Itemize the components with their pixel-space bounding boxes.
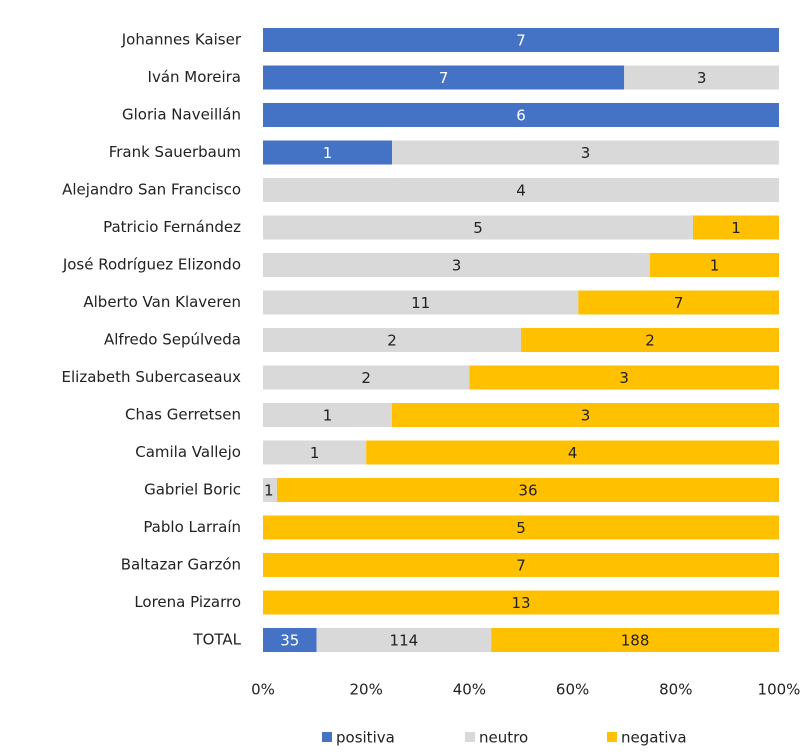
data-label: 3 [619, 369, 629, 387]
legend-label: positiva [336, 729, 395, 747]
x-tick-label: 0% [251, 681, 275, 699]
bar-segment [521, 328, 779, 352]
bar-segment [263, 253, 650, 277]
bar-segment [263, 290, 579, 315]
category-label: José Rodríguez Elizondo [62, 256, 241, 274]
category-label: Patricio Fernández [103, 218, 241, 236]
data-label: 1 [710, 257, 720, 275]
data-label: 2 [361, 369, 371, 387]
data-label: 5 [516, 519, 526, 537]
x-tick-label: 80% [659, 681, 692, 699]
data-label: 13 [511, 594, 530, 612]
x-tick-label: 20% [350, 681, 383, 699]
category-label: Alejandro San Francisco [62, 181, 241, 199]
category-label: Johannes Kaiser [121, 31, 242, 49]
data-label: 3 [581, 144, 591, 162]
data-label: 114 [390, 632, 419, 650]
category-label: Lorena Pizarro [134, 593, 241, 611]
bar-segment [392, 403, 779, 427]
data-label: 2 [645, 332, 655, 350]
data-label: 2 [387, 332, 397, 350]
data-label: 36 [518, 482, 537, 500]
data-label: 35 [280, 632, 299, 650]
legend-swatch [322, 732, 332, 742]
category-label: Elizabeth Subercaseaux [62, 368, 242, 386]
data-label: 188 [621, 632, 650, 650]
data-label: 6 [516, 107, 526, 125]
bar-segment [263, 65, 625, 90]
category-label: Alberto Van Klaveren [83, 293, 241, 311]
legend-label: negativa [621, 729, 687, 747]
data-label: 7 [439, 69, 449, 87]
legend-label: neutro [479, 729, 528, 747]
data-label: 7 [674, 294, 684, 312]
x-tick-label: 100% [758, 681, 801, 699]
data-label: 3 [581, 407, 591, 425]
data-label: 1 [323, 144, 333, 162]
bar-segment [491, 628, 779, 652]
category-label: Camila Vallejo [135, 443, 241, 461]
category-label: TOTAL [192, 631, 241, 649]
category-label: Gabriel Boric [144, 481, 241, 499]
data-label: 1 [323, 407, 333, 425]
bar-segment [263, 365, 470, 390]
category-label: Baltazar Garzón [121, 556, 241, 574]
data-label: 4 [516, 182, 526, 200]
bar-segment [263, 215, 693, 240]
bar-segment [276, 478, 779, 502]
data-label: 1 [731, 219, 741, 237]
data-label: 3 [452, 257, 462, 275]
data-label: 7 [516, 557, 526, 575]
bar-segment [263, 328, 521, 352]
category-label: Alfredo Sepúlveda [104, 331, 241, 349]
bar-segment [650, 253, 779, 277]
legend-swatch [465, 732, 475, 742]
bar-segment [392, 140, 779, 165]
category-label: Pablo Larraín [143, 518, 241, 536]
data-label: 3 [697, 69, 707, 87]
bar-segment [316, 628, 492, 652]
bar-segment [263, 628, 317, 652]
bar-segment [624, 65, 779, 90]
category-label: Gloria Naveillán [122, 106, 241, 124]
category-label: Frank Sauerbaum [109, 143, 241, 161]
bar-segment [263, 28, 779, 52]
bar-segment [578, 290, 779, 315]
bar-segment [366, 440, 779, 465]
category-label: Chas Gerretsen [125, 406, 241, 424]
data-label: 1 [264, 482, 274, 500]
x-tick-label: 40% [453, 681, 486, 699]
bar-segment [263, 553, 779, 577]
data-label: 4 [568, 444, 578, 462]
bar-segment [263, 403, 392, 427]
data-label: 11 [411, 294, 430, 312]
bar-segment [469, 365, 779, 390]
x-tick-label: 60% [556, 681, 589, 699]
bar-segment [263, 178, 779, 202]
bar-segment [263, 103, 779, 127]
legend-swatch [607, 732, 617, 742]
bar-segment [263, 590, 779, 615]
category-label: Iván Moreira [148, 68, 241, 86]
bar-segment [693, 215, 779, 240]
bar-segment [263, 515, 779, 540]
data-label: 1 [310, 444, 320, 462]
data-label: 5 [473, 219, 483, 237]
bar-segment [263, 440, 367, 465]
bar-segment [263, 478, 277, 502]
data-label: 7 [516, 32, 526, 50]
bar-segment [263, 140, 392, 165]
